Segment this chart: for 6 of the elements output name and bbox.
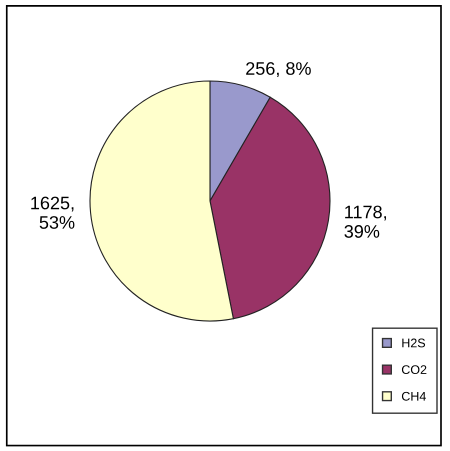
data-label: 1178, 39% — [344, 206, 386, 238]
legend-label: CO2 — [402, 365, 426, 374]
data-label: 256, 8% — [246, 62, 311, 78]
data-label: 1625, 53% — [31, 196, 74, 229]
legend-label: H2S — [402, 338, 426, 348]
legend-label: CH4 — [402, 392, 426, 401]
